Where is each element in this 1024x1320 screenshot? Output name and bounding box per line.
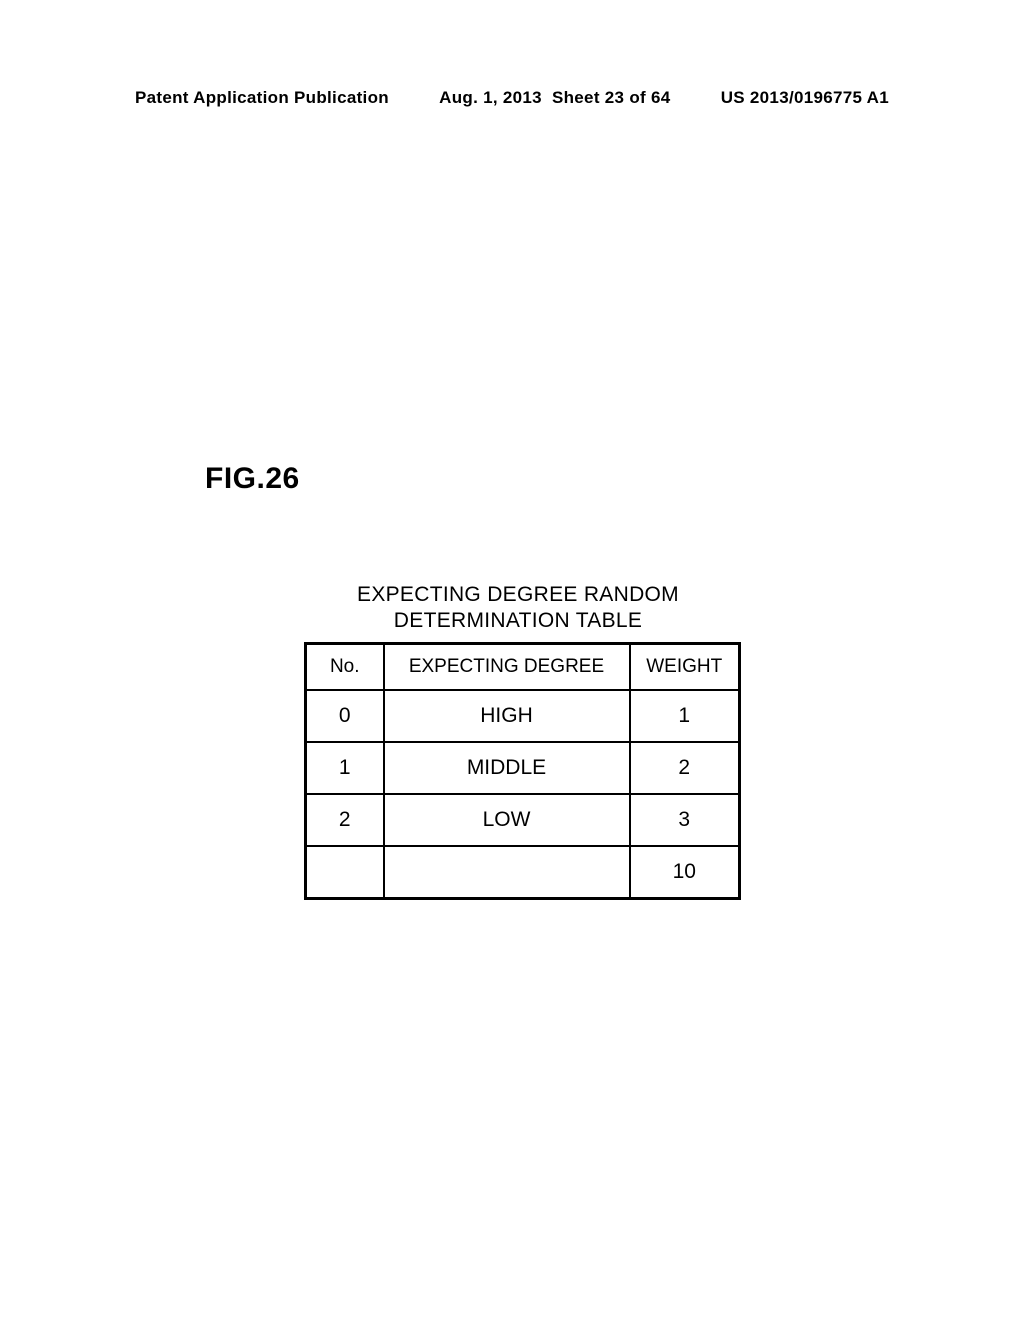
figure-label: FIG.26: [205, 462, 300, 496]
cell-weight: 1: [630, 690, 740, 742]
table-row: 0 HIGH 1: [306, 690, 740, 742]
cell-no: 0: [306, 690, 384, 742]
column-header-no: No.: [306, 644, 384, 691]
cell-degree: [384, 846, 630, 899]
cell-weight: 2: [630, 742, 740, 794]
table-title-line2: DETERMINATION TABLE: [394, 609, 642, 632]
column-header-weight: WEIGHT: [630, 644, 740, 691]
column-header-degree: EXPECTING DEGREE: [384, 644, 630, 691]
publication-date: Aug. 1, 2013: [439, 88, 542, 107]
cell-weight: 10: [630, 846, 740, 899]
determination-table: No. EXPECTING DEGREE WEIGHT 0 HIGH 1 1 M…: [304, 642, 741, 900]
table-title: EXPECTING DEGREE RANDOM DETERMINATION TA…: [308, 582, 728, 635]
publication-number: US 2013/0196775 A1: [721, 88, 889, 108]
table-header-row: No. EXPECTING DEGREE WEIGHT: [306, 644, 740, 691]
publication-type: Patent Application Publication: [135, 88, 389, 108]
table-title-line1: EXPECTING DEGREE RANDOM: [357, 583, 679, 606]
table-row: 10: [306, 846, 740, 899]
header-date-sheet: Aug. 1, 2013 Sheet 23 of 64: [439, 88, 670, 108]
cell-degree: HIGH: [384, 690, 630, 742]
sheet-info: Sheet 23 of 64: [552, 88, 671, 107]
cell-no: [306, 846, 384, 899]
cell-no: 2: [306, 794, 384, 846]
cell-weight: 3: [630, 794, 740, 846]
cell-no: 1: [306, 742, 384, 794]
page-header: Patent Application Publication Aug. 1, 2…: [0, 88, 1024, 108]
cell-degree: MIDDLE: [384, 742, 630, 794]
table-row: 1 MIDDLE 2: [306, 742, 740, 794]
cell-degree: LOW: [384, 794, 630, 846]
table-row: 2 LOW 3: [306, 794, 740, 846]
